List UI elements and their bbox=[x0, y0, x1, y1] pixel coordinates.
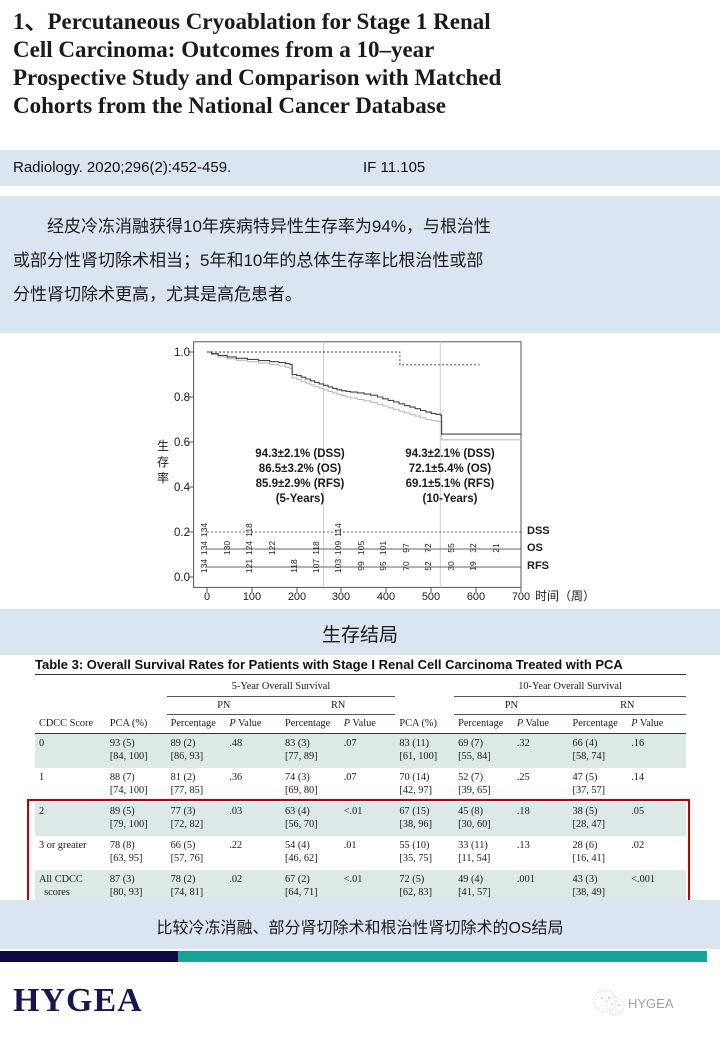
svg-text:HYGEA: HYGEA bbox=[628, 996, 674, 1011]
